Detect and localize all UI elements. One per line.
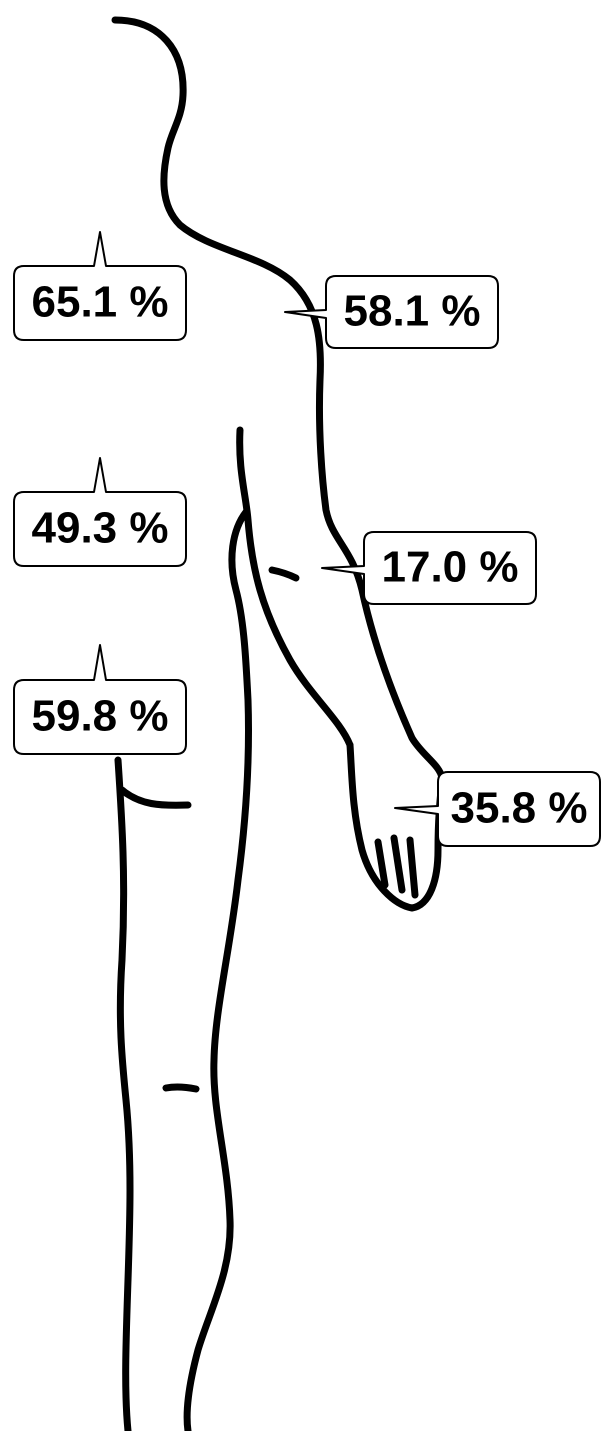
- body-outline: [111, 16, 446, 1431]
- callout: 59.8 %: [13, 644, 187, 755]
- callout: 65.1 %: [13, 231, 187, 341]
- callout-label: 59.8 %: [32, 692, 169, 741]
- callout: 49.3 %: [13, 457, 187, 567]
- rear-leg: [114, 756, 134, 1431]
- callout-label: 35.8 %: [451, 784, 588, 833]
- callout-label: 58.1 %: [344, 287, 481, 336]
- inner-arm: [236, 426, 354, 749]
- back-outline: [111, 16, 446, 782]
- fingers: [374, 834, 419, 899]
- front-outline: [183, 508, 252, 1431]
- callout-bubble: [394, 771, 601, 847]
- callout-label: 17.0 %: [382, 543, 519, 592]
- callout-label: 65.1 %: [32, 278, 169, 327]
- buttock: [118, 786, 192, 809]
- callout-bubble: [13, 457, 187, 567]
- elbow-crease: [268, 566, 300, 582]
- callout: 58.1 %: [284, 275, 499, 349]
- callout: 17.0 %: [321, 531, 537, 605]
- callout-label: 49.3 %: [32, 504, 169, 553]
- knee-crease: [162, 1083, 200, 1093]
- callouts: 65.1 % 58.1 % 49.3 % 17.0 % 59.8 % 35.8 %: [13, 231, 601, 847]
- callout-bubble: [13, 644, 187, 755]
- callout-bubble: [284, 275, 499, 349]
- callout-bubble: [321, 531, 537, 605]
- callout: 35.8 %: [394, 771, 601, 847]
- callout-bubble: [13, 231, 187, 341]
- hand: [346, 741, 446, 912]
